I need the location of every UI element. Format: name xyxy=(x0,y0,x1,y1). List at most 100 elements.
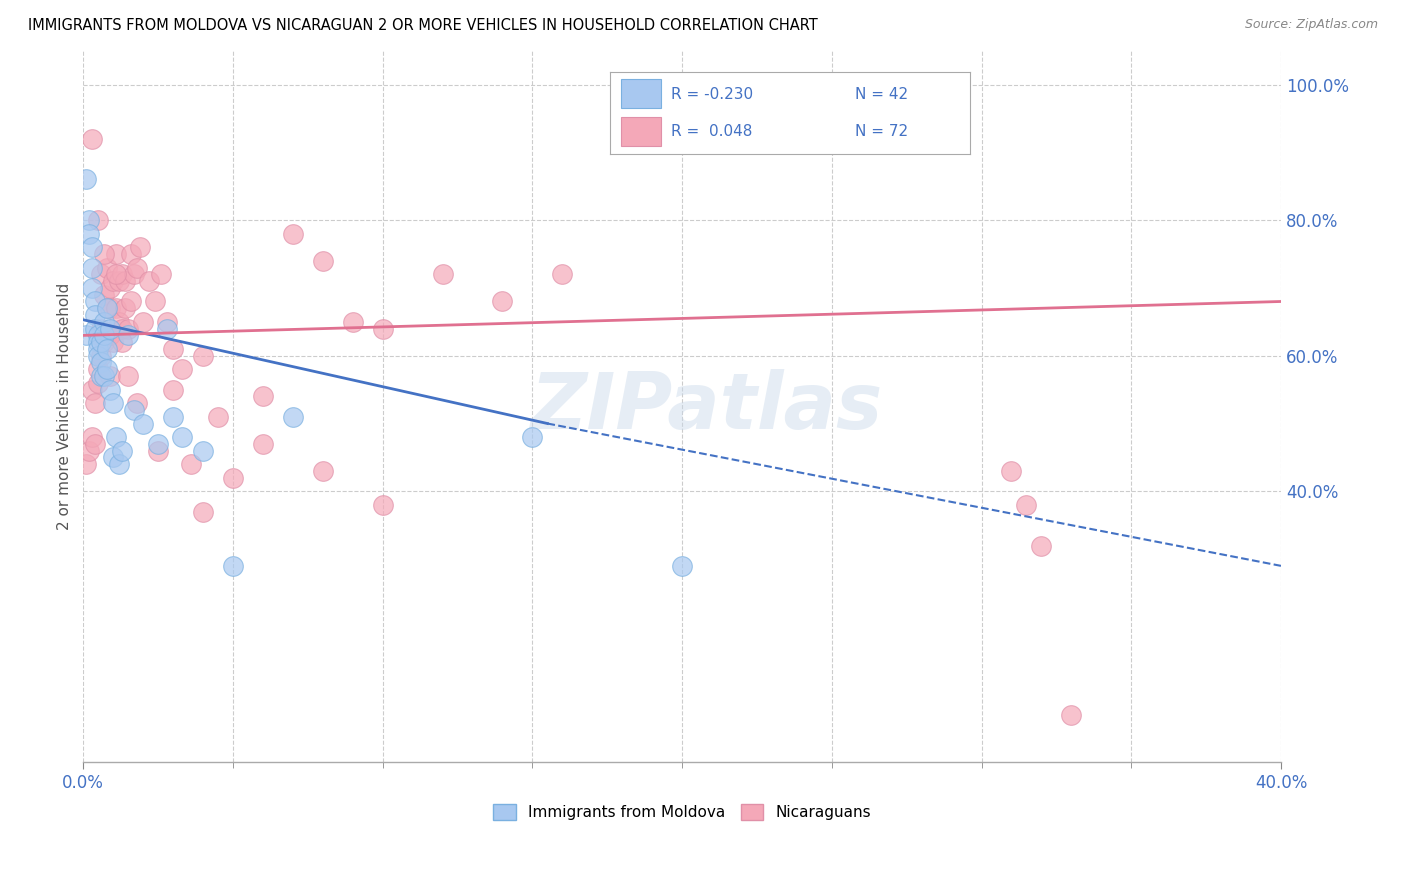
Point xyxy=(111,443,134,458)
Point xyxy=(162,342,184,356)
Point xyxy=(1031,539,1053,553)
Point xyxy=(1015,498,1038,512)
Point xyxy=(252,389,274,403)
Point xyxy=(90,369,112,384)
Point xyxy=(82,430,104,444)
Point xyxy=(114,301,136,316)
Point xyxy=(90,355,112,369)
Point xyxy=(371,321,394,335)
Point xyxy=(103,335,125,350)
Point xyxy=(98,369,121,384)
Point xyxy=(1000,464,1022,478)
Point xyxy=(180,457,202,471)
Point xyxy=(342,315,364,329)
Point xyxy=(75,457,97,471)
Point xyxy=(90,335,112,350)
Point xyxy=(281,409,304,424)
Point xyxy=(120,294,142,309)
Point xyxy=(93,247,115,261)
Point xyxy=(432,268,454,282)
Text: IMMIGRANTS FROM MOLDOVA VS NICARAGUAN 2 OR MORE VEHICLES IN HOUSEHOLD CORRELATIO: IMMIGRANTS FROM MOLDOVA VS NICARAGUAN 2 … xyxy=(28,18,818,33)
Point xyxy=(98,383,121,397)
Point xyxy=(98,328,121,343)
Point xyxy=(105,268,128,282)
Point xyxy=(84,396,107,410)
Point xyxy=(162,383,184,397)
Point xyxy=(93,328,115,343)
Point xyxy=(87,342,110,356)
Point xyxy=(150,268,173,282)
Point xyxy=(93,335,115,350)
Point xyxy=(1060,708,1083,723)
Point xyxy=(108,315,131,329)
Point xyxy=(146,437,169,451)
Text: Source: ZipAtlas.com: Source: ZipAtlas.com xyxy=(1244,18,1378,31)
Point xyxy=(103,450,125,465)
Point xyxy=(103,396,125,410)
Point xyxy=(156,315,179,329)
Point xyxy=(77,213,100,227)
Point xyxy=(82,281,104,295)
Point xyxy=(162,409,184,424)
Point xyxy=(138,274,160,288)
Point xyxy=(90,268,112,282)
Point xyxy=(312,253,335,268)
Point xyxy=(98,281,121,295)
Point xyxy=(93,287,115,301)
Point xyxy=(117,369,139,384)
Point xyxy=(82,260,104,275)
Point xyxy=(87,349,110,363)
Point xyxy=(108,457,131,471)
Point xyxy=(105,430,128,444)
Point xyxy=(132,417,155,431)
Point xyxy=(93,315,115,329)
Y-axis label: 2 or more Vehicles in Household: 2 or more Vehicles in Household xyxy=(58,283,72,530)
Point xyxy=(82,240,104,254)
Point xyxy=(127,260,149,275)
Point xyxy=(207,409,229,424)
Point xyxy=(87,213,110,227)
Point xyxy=(90,321,112,335)
Point xyxy=(117,328,139,343)
Point xyxy=(114,274,136,288)
Point xyxy=(143,294,166,309)
Point xyxy=(222,558,245,573)
Point xyxy=(90,349,112,363)
Point xyxy=(87,362,110,376)
Point xyxy=(146,443,169,458)
Point xyxy=(252,437,274,451)
Point xyxy=(129,240,152,254)
Point xyxy=(84,321,107,335)
Point xyxy=(87,376,110,390)
Point xyxy=(312,464,335,478)
Point xyxy=(77,227,100,241)
Point xyxy=(111,335,134,350)
Legend: Immigrants from Moldova, Nicaraguans: Immigrants from Moldova, Nicaraguans xyxy=(486,797,877,826)
Point xyxy=(111,268,134,282)
Point xyxy=(191,443,214,458)
Point xyxy=(156,321,179,335)
Point xyxy=(87,335,110,350)
Point xyxy=(122,403,145,417)
Point xyxy=(84,308,107,322)
Point xyxy=(87,328,110,343)
Point xyxy=(491,294,513,309)
Point xyxy=(105,301,128,316)
Point xyxy=(108,274,131,288)
Point xyxy=(77,443,100,458)
Point xyxy=(103,274,125,288)
Point xyxy=(122,268,145,282)
Point xyxy=(96,362,118,376)
Point xyxy=(222,471,245,485)
Point xyxy=(127,396,149,410)
Point xyxy=(96,342,118,356)
Point xyxy=(522,430,544,444)
Point xyxy=(75,172,97,186)
Point xyxy=(671,558,693,573)
Point xyxy=(371,498,394,512)
Point xyxy=(96,301,118,316)
Point xyxy=(111,321,134,335)
Point xyxy=(132,315,155,329)
Point xyxy=(191,349,214,363)
Text: ZIPatlas: ZIPatlas xyxy=(530,368,882,444)
